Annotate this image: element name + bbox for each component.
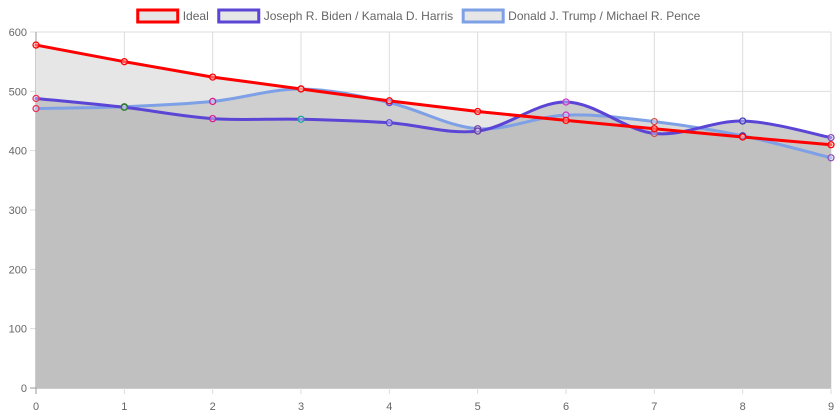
data-point-joseph-r-biden-kamala-d-harris[interactable] (297, 115, 305, 123)
area-fill-joseph-r-biden-kamala-d-harris (36, 98, 831, 388)
legend-label-ideal[interactable]: Ideal (183, 9, 209, 23)
data-point-donald-j-trump-michael-r-pence[interactable] (650, 117, 658, 126)
y-tick-label: 200 (9, 264, 27, 276)
x-tick-label: 3 (298, 401, 304, 413)
x-tick-label: 5 (475, 401, 481, 413)
series-points (32, 41, 835, 162)
data-point-ideal[interactable] (562, 116, 570, 125)
data-point-ideal[interactable] (297, 85, 305, 93)
data-point-ideal[interactable] (739, 133, 747, 141)
data-point-joseph-r-biden-kamala-d-harris[interactable] (474, 127, 482, 135)
data-point-joseph-r-biden-kamala-d-harris[interactable] (739, 117, 747, 125)
legend-swatch-ideal[interactable] (136, 8, 180, 24)
data-point-ideal[interactable] (827, 141, 835, 149)
y-tick-label: 600 (9, 27, 27, 39)
data-point-joseph-r-biden-kamala-d-harris[interactable] (562, 98, 570, 106)
data-point-donald-j-trump-michael-r-pence[interactable] (827, 154, 835, 162)
legend-swatch-joseph-r-biden-kamala-d-harris[interactable] (217, 8, 261, 24)
legend: Ideal Joseph R. Biden / Kamala D. Harris D… (136, 8, 701, 24)
series-line-joseph-r-biden-kamala-d-harris (34, 96, 833, 140)
y-tick-label: 300 (9, 205, 27, 217)
data-point-ideal[interactable] (385, 97, 393, 105)
series-line-ideal (34, 43, 833, 147)
y-tick-label: 100 (9, 324, 27, 336)
data-point-joseph-r-biden-kamala-d-harris[interactable] (385, 119, 393, 127)
data-point-ideal[interactable] (474, 107, 482, 116)
x-tick-label: 9 (828, 401, 834, 413)
data-point-ideal[interactable] (120, 58, 128, 66)
legend-label-joseph-r-biden-kamala-d-harris[interactable]: Joseph R. Biden / Kamala D. Harris (264, 9, 453, 23)
data-point-donald-j-trump-michael-r-pence[interactable] (209, 97, 217, 106)
data-point-joseph-r-biden-kamala-d-harris[interactable] (827, 133, 835, 142)
series-lines (34, 43, 833, 160)
data-point-ideal[interactable] (32, 41, 40, 49)
data-point-ideal[interactable] (209, 73, 217, 81)
y-tick-label: 0 (21, 383, 27, 395)
legend-label-donald-j-trump-michael-r-pence[interactable]: Donald J. Trump / Michael R. Pence (508, 9, 700, 23)
legend-swatch-donald-j-trump-michael-r-pence[interactable] (461, 8, 505, 24)
data-point-joseph-r-biden-kamala-d-harris[interactable] (120, 103, 128, 112)
x-tick-label: 1 (121, 401, 127, 413)
data-point-donald-j-trump-michael-r-pence[interactable] (562, 111, 570, 119)
x-tick-label: 2 (210, 401, 216, 413)
area-fills (36, 45, 831, 389)
axes: 0 100 200 300 400 500 600 0 1 2 3 4 5 6 7 8 9 (9, 27, 834, 413)
y-tick-label: 500 (9, 86, 27, 98)
x-tick-label: 8 (740, 401, 746, 413)
x-tick-label: 7 (651, 401, 657, 413)
data-point-ideal[interactable] (650, 125, 658, 133)
data-point-joseph-r-biden-kamala-d-harris[interactable] (32, 94, 40, 103)
x-tick-label: 0 (33, 401, 39, 413)
x-tick-label: 6 (563, 401, 569, 413)
y-tick-label: 400 (9, 146, 27, 158)
data-point-donald-j-trump-michael-r-pence[interactable] (32, 104, 40, 113)
data-point-joseph-r-biden-kamala-d-harris[interactable] (209, 114, 217, 123)
x-tick-label: 4 (386, 401, 392, 413)
